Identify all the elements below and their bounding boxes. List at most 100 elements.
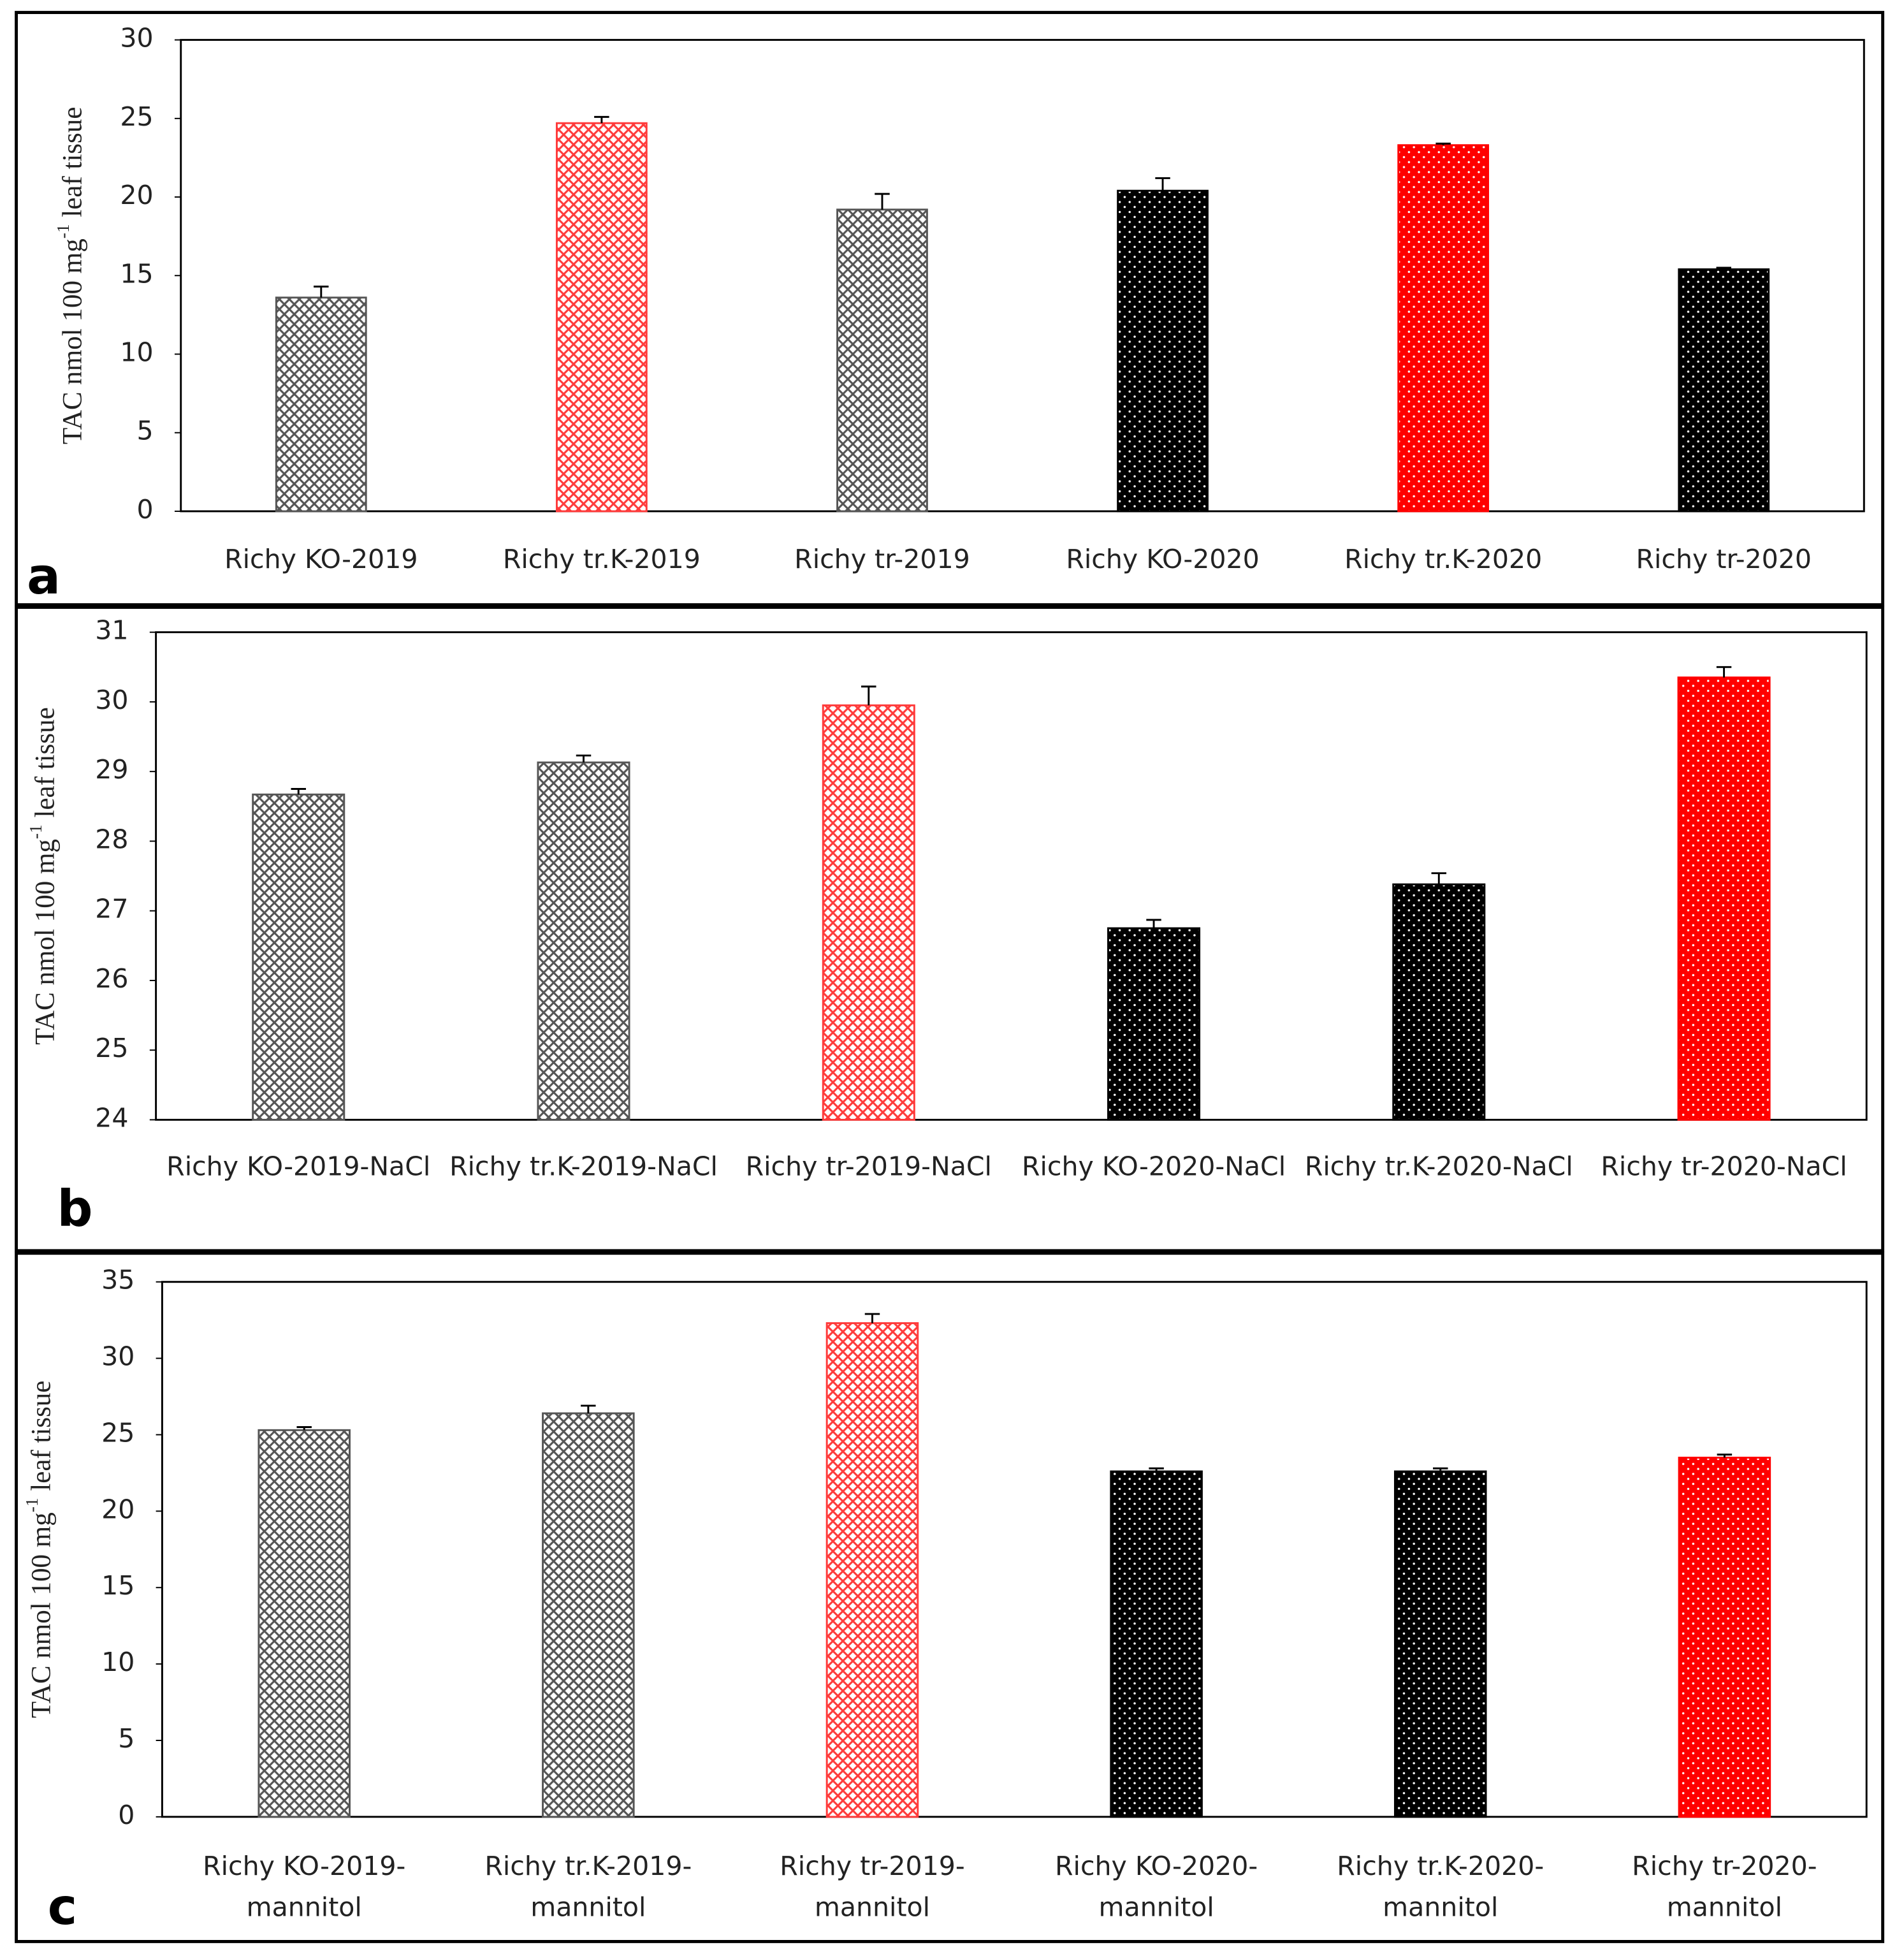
error-bar xyxy=(1149,1467,1164,1472)
bar xyxy=(822,704,915,1121)
y-tick-label: 31 xyxy=(95,615,128,646)
y-tick-label: 28 xyxy=(95,824,128,854)
error-bar xyxy=(1435,142,1451,145)
x-tick-label: Richy tr.K-2020-NaCl xyxy=(1305,1151,1573,1182)
panel-letter: c xyxy=(48,1878,77,1936)
x-tick-label: Richy tr-2020 xyxy=(1636,544,1812,574)
y-tick-label: 10 xyxy=(120,337,153,367)
error-bar xyxy=(1717,1454,1733,1458)
y-label-part: TAC nmol 100 mg xyxy=(30,839,60,1045)
label-line: Richy tr-2019- xyxy=(780,1851,964,1881)
x-tick-label: Richy tr-2019 xyxy=(794,544,970,574)
y-tick-label: 15 xyxy=(120,258,153,289)
plot-area xyxy=(180,39,1865,513)
label-line: Richy tr-2020- xyxy=(1632,1851,1817,1881)
x-tick-label: Richy tr.K-2020- mannitol xyxy=(1337,1851,1544,1923)
error-bar xyxy=(581,1404,596,1413)
x-tick-label: Richy tr-2019-NaCl xyxy=(746,1151,992,1182)
y-tick-label: 25 xyxy=(101,1417,134,1448)
x-tick-label: Richy tr-2019- mannitol xyxy=(780,1851,964,1923)
bar xyxy=(1392,883,1486,1121)
y-label-part: TAC nmol 100 mg xyxy=(57,238,87,444)
x-tick-label: Richy KO-2019-NaCl xyxy=(166,1151,430,1182)
y-tick-label: 29 xyxy=(95,754,128,785)
x-tick-label: Richy KO-2020 xyxy=(1066,544,1259,574)
y-tick-label: 0 xyxy=(118,1800,134,1830)
y-label-part: leaf tissue xyxy=(57,107,87,224)
y-tick-label: 30 xyxy=(95,685,128,715)
y-tick-label: 35 xyxy=(101,1265,134,1295)
label-line: mannitol xyxy=(1098,1892,1214,1923)
x-tick-label: Richy KO-2020-NaCl xyxy=(1022,1151,1286,1182)
panel-border xyxy=(15,1251,1885,1943)
y-label-part: leaf tissue xyxy=(30,707,60,824)
label-line: mannitol xyxy=(1383,1892,1498,1923)
y-tick-label: 10 xyxy=(101,1647,134,1677)
y-tick-label: 20 xyxy=(120,180,153,210)
x-tick-label: Richy tr.K-2019-NaCl xyxy=(449,1151,718,1182)
panel-letter: b xyxy=(57,1180,92,1238)
x-tick-label: Richy tr-2020-NaCl xyxy=(1601,1151,1847,1182)
y-tick-label: 0 xyxy=(137,494,154,525)
error-bar xyxy=(875,193,890,210)
bar xyxy=(1107,927,1201,1121)
y-tick-label: 25 xyxy=(120,101,153,132)
x-tick-label: Richy KO-2019- mannitol xyxy=(203,1851,405,1923)
error-bar xyxy=(1146,919,1161,929)
plot-area xyxy=(155,631,1868,1121)
label-line: Richy KO-2020- xyxy=(1055,1851,1258,1881)
y-label-part: -1 xyxy=(54,224,73,238)
y-label-part: -1 xyxy=(26,824,45,839)
y-label-part: TAC nmol 100 mg xyxy=(26,1512,56,1718)
y-axis-label: TAC nmol 100 mg-1 leaf tissue xyxy=(26,707,60,1045)
error-bar xyxy=(1155,177,1170,191)
label-line: Richy tr.K-2020- xyxy=(1337,1851,1544,1881)
bar xyxy=(258,1429,351,1818)
label-line: mannitol xyxy=(530,1892,646,1923)
y-tick-label: 20 xyxy=(101,1494,134,1524)
y-label-part: -1 xyxy=(22,1498,41,1512)
y-label-part: leaf tissue xyxy=(26,1381,56,1498)
bar xyxy=(1117,189,1209,513)
error-bar xyxy=(1431,872,1447,885)
y-tick-label: 5 xyxy=(137,416,154,446)
bar xyxy=(836,208,928,513)
y-axis-label: TAC nmol 100 mg-1 leaf tissue xyxy=(22,1381,56,1719)
x-tick-label: Richy tr.K-2019 xyxy=(503,544,701,574)
label-line: mannitol xyxy=(247,1892,362,1923)
y-tick-label: 26 xyxy=(95,963,128,994)
x-tick-label: Richy tr.K-2020 xyxy=(1344,544,1542,574)
error-bar xyxy=(314,286,329,298)
y-tick-label: 27 xyxy=(95,894,128,924)
x-tick-label: Richy KO-2019 xyxy=(224,544,418,574)
y-tick-label: 30 xyxy=(101,1341,134,1372)
y-tick-label: 5 xyxy=(118,1723,134,1754)
y-tick-label: 24 xyxy=(95,1102,128,1133)
label-line: mannitol xyxy=(1667,1892,1782,1923)
panel-letter: a xyxy=(27,548,61,606)
error-bar xyxy=(594,115,609,124)
bar xyxy=(1110,1470,1203,1818)
error-bar xyxy=(864,1313,880,1323)
panel-border xyxy=(15,606,1885,1253)
error-bar xyxy=(296,1426,312,1431)
bar xyxy=(825,1322,919,1818)
y-tick-label: 15 xyxy=(101,1570,134,1601)
bar xyxy=(1397,144,1490,513)
bar xyxy=(1678,1456,1771,1818)
error-bar xyxy=(1433,1467,1448,1472)
error-bar xyxy=(291,788,306,795)
panel-border xyxy=(15,11,1885,607)
bar xyxy=(1678,268,1770,513)
bar xyxy=(555,122,648,513)
bar xyxy=(275,296,367,513)
error-bar xyxy=(861,685,876,706)
bar xyxy=(252,793,345,1121)
bar xyxy=(537,761,630,1121)
bar xyxy=(1393,1470,1487,1818)
y-tick-label: 25 xyxy=(95,1033,128,1063)
error-bar xyxy=(1716,666,1732,678)
label-line: mannitol xyxy=(815,1892,930,1923)
